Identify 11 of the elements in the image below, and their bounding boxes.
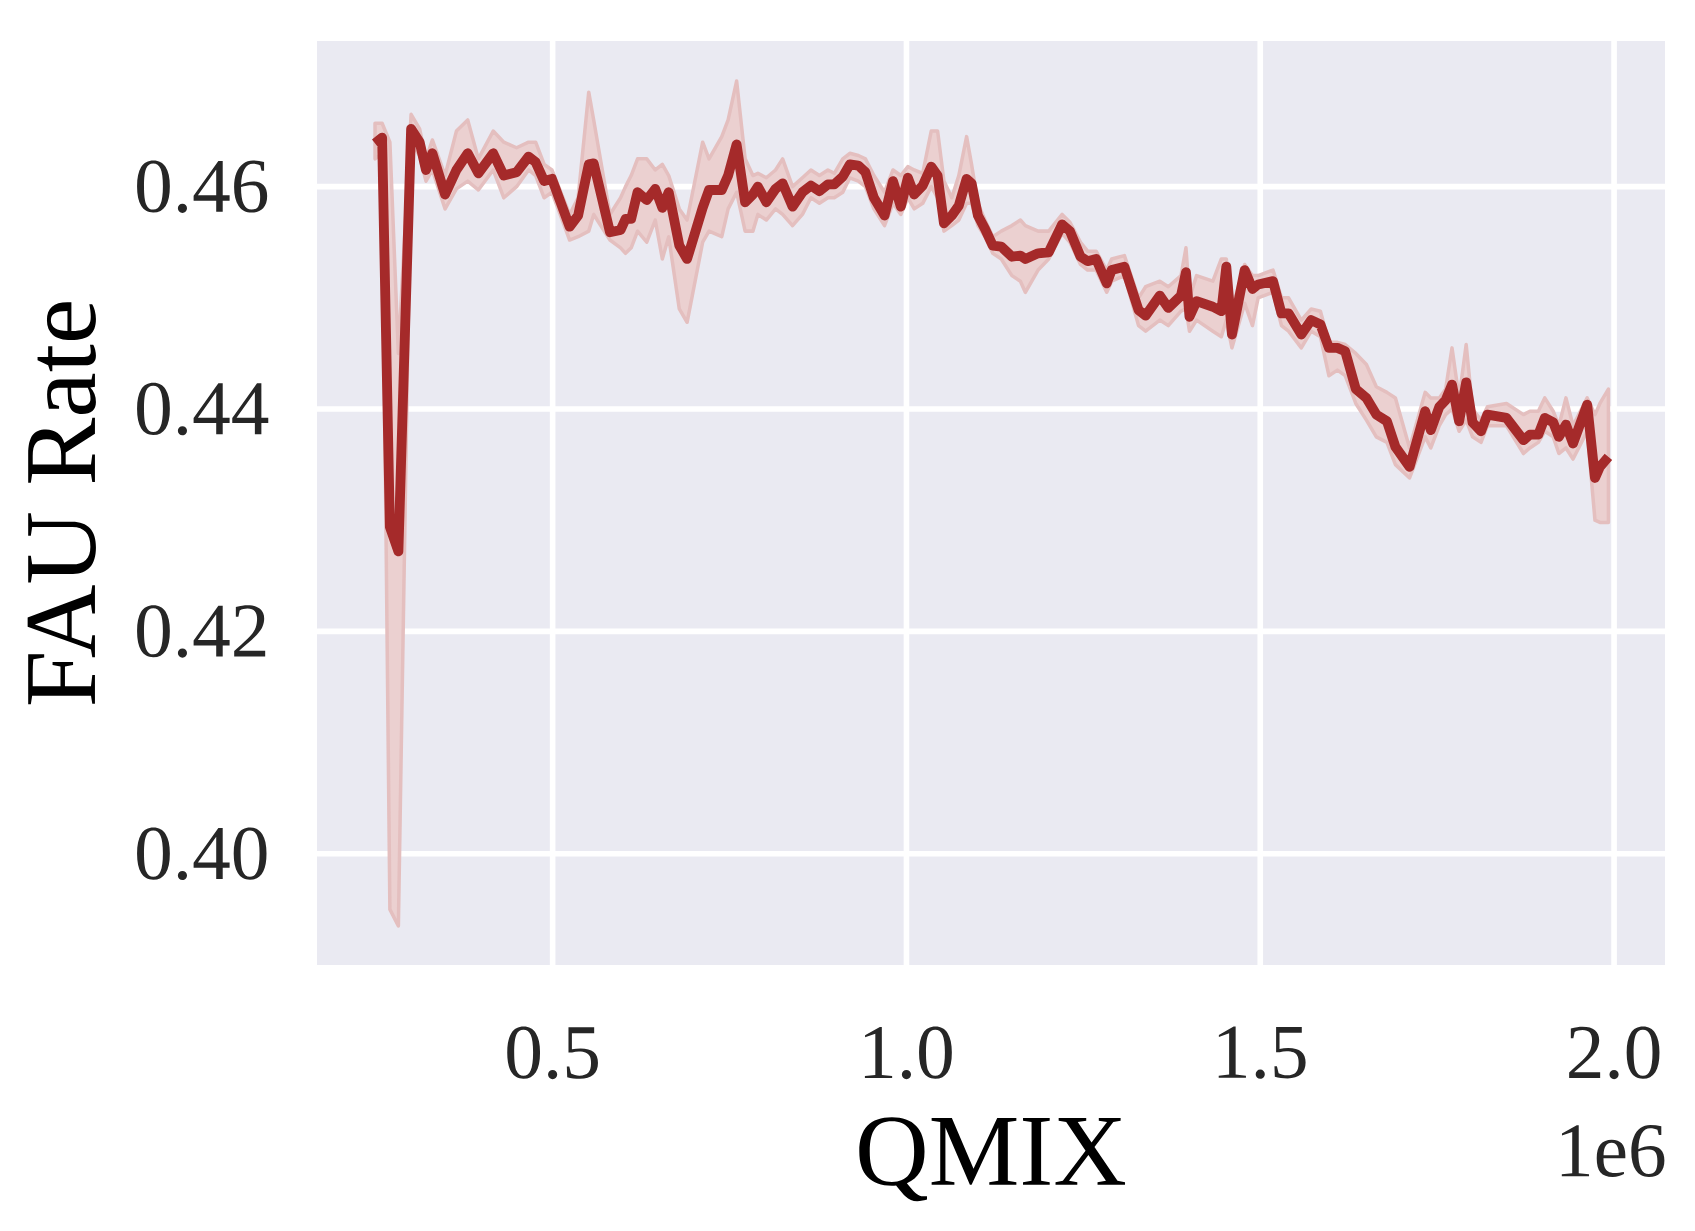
y-tick-label: 0.46	[137, 160, 268, 213]
x-tick-label: 1.5	[1218, 1026, 1306, 1079]
text: 1e6	[1561, 1125, 1665, 1177]
y-tick-label: 0.40	[137, 827, 267, 881]
y-tick-label: 0.44	[137, 382, 269, 436]
x-tick-label: 1.0	[864, 1026, 952, 1080]
x-tick-label: 0.5	[507, 1026, 598, 1080]
x-tick-label: 2.0	[1569, 1026, 1660, 1080]
x-axis-title: QMIX	[859, 1117, 1126, 1202]
y-tick-label: 0.42	[137, 605, 266, 658]
y-axis-title: FAU Rate	[27, 302, 96, 705]
